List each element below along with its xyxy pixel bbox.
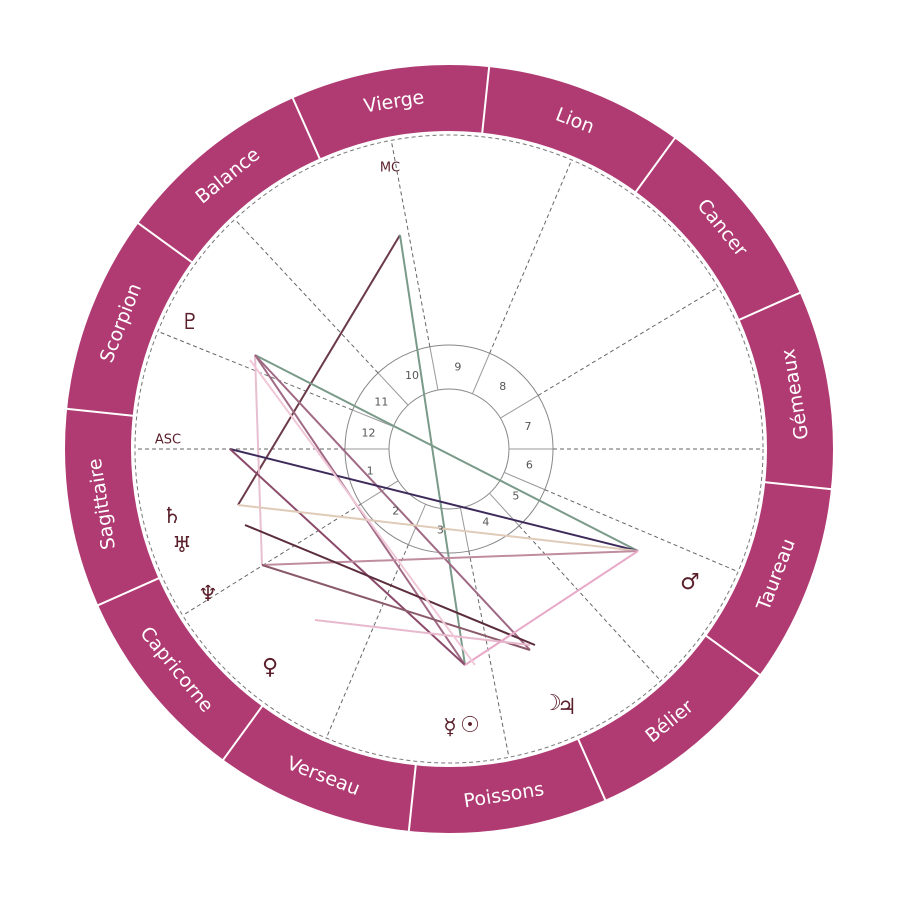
sign-separator (704, 634, 762, 677)
planet-glyph: ♀ (262, 655, 278, 680)
house-number: 2 (392, 504, 399, 517)
house-number: 6 (526, 458, 533, 471)
aspect-line (261, 550, 639, 566)
house-number: 3 (437, 524, 444, 537)
aspect-line (237, 504, 639, 552)
house-number: 12 (362, 426, 376, 439)
house-cusp (537, 286, 719, 396)
house-number: 4 (482, 515, 489, 528)
aspect-line (399, 234, 466, 666)
house-divider (471, 353, 491, 394)
sign-separator (96, 577, 160, 607)
aspect-line (254, 354, 263, 566)
house-divider (407, 504, 427, 545)
aspect-line (261, 564, 531, 651)
aspect-line (229, 448, 466, 666)
sign-separator (136, 221, 194, 264)
house-divider (500, 395, 539, 419)
sign-separator (407, 764, 417, 832)
planet-glyph: ♅ (172, 533, 192, 558)
house-divider (360, 480, 399, 505)
house-divider (352, 409, 394, 427)
aspect-line (314, 619, 531, 646)
house-divider (377, 372, 409, 406)
sign-separator (764, 481, 832, 491)
planet-glyph: ♄ (162, 504, 182, 529)
sign-separator (66, 407, 134, 417)
house-number: 7 (525, 420, 532, 433)
house-divider (504, 471, 545, 491)
inner-circle (388, 388, 510, 510)
sign-separator (291, 96, 321, 160)
house-divider (429, 346, 439, 391)
house-cusp (390, 140, 431, 347)
asc-label: ASC (155, 433, 181, 448)
house-cusp (468, 550, 510, 758)
house-cusp (234, 219, 379, 374)
house-number: 1 (367, 465, 374, 478)
mc-label: MC (380, 161, 400, 176)
planet-glyph: ♂ (680, 570, 700, 595)
house-divider (459, 507, 470, 552)
sign-separator (634, 136, 677, 194)
planet-glyph: ☿ (443, 715, 457, 740)
sign-separator (481, 66, 491, 134)
house-number: 10 (405, 369, 419, 382)
house-cusp (182, 503, 362, 616)
house-number: 5 (512, 489, 519, 502)
planet-glyph: ♃ (557, 695, 577, 720)
house-cusp (325, 544, 409, 739)
aspect-line (464, 550, 639, 666)
house-number: 11 (374, 396, 388, 409)
sign-separator (221, 704, 264, 762)
aspect-line (249, 359, 476, 666)
aspect-line (237, 234, 401, 506)
house-cusp (489, 159, 573, 354)
outer-dashed-circle (134, 134, 764, 764)
sign-separator (738, 291, 802, 321)
house-number: 9 (454, 360, 461, 373)
planet-glyph: ♆ (198, 582, 218, 607)
aspect-line (244, 524, 536, 646)
house-cusp (518, 525, 662, 682)
planet-glyph: ☽ (542, 691, 562, 716)
house-cusp (544, 489, 739, 573)
aspect-line (229, 448, 639, 552)
zodiac-ring (65, 65, 833, 833)
sign-separator (577, 738, 607, 802)
planet-glyph: ♇ (180, 310, 200, 335)
aspect-line (254, 354, 531, 651)
house-number: 8 (499, 380, 506, 393)
planet-glyph: ☉ (460, 713, 480, 738)
aspect-line (254, 354, 639, 552)
